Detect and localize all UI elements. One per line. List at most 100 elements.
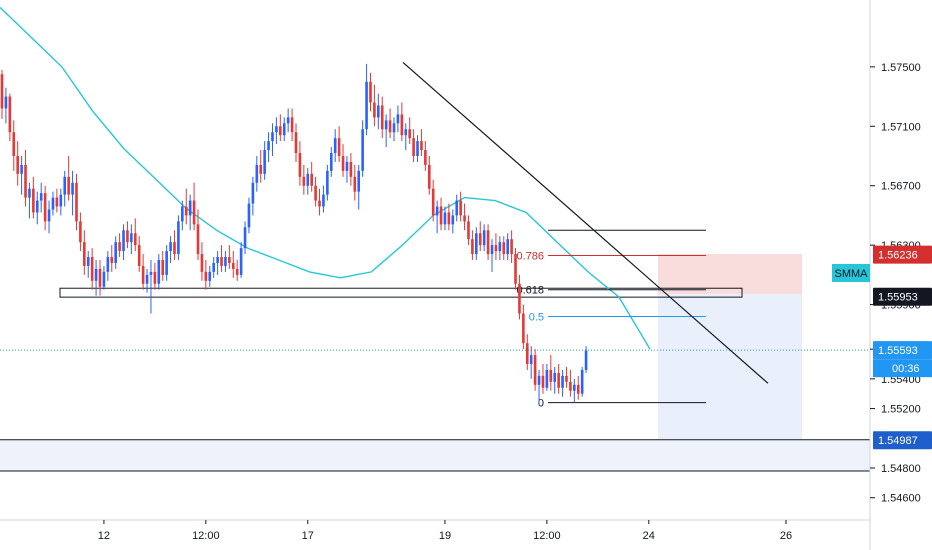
candle-body xyxy=(475,233,478,255)
candle-body xyxy=(0,74,4,109)
price-tag xyxy=(873,341,932,360)
candle-body xyxy=(231,262,235,269)
candle-body xyxy=(55,197,59,207)
price-tag xyxy=(873,245,932,264)
downtrend-line xyxy=(402,61,769,384)
candle-body xyxy=(416,141,419,156)
price-tag-text: 1.55593 xyxy=(878,345,918,357)
candle-body xyxy=(439,206,443,225)
candle-body xyxy=(271,132,274,142)
candle-body xyxy=(79,221,82,243)
candle-body xyxy=(28,188,31,198)
candle-body xyxy=(365,81,368,130)
candle-body xyxy=(400,114,404,136)
candle-body xyxy=(165,251,168,275)
lower-support-zone xyxy=(0,439,870,471)
candle-body xyxy=(373,102,376,118)
x-tick-label: 12 xyxy=(98,530,110,542)
candle-body xyxy=(169,242,172,252)
candle-body xyxy=(584,350,588,370)
candle-body xyxy=(4,96,8,109)
candle-body xyxy=(90,257,94,281)
candle-body xyxy=(447,212,451,225)
candle-body xyxy=(502,242,506,255)
candle-body xyxy=(71,182,74,195)
candle-body xyxy=(118,242,121,252)
x-tick-label: 24 xyxy=(643,530,655,542)
candle-body xyxy=(47,209,51,222)
fib-level-label: 0 xyxy=(538,398,544,410)
y-tick-label: 1.54600 xyxy=(881,493,921,505)
candle-body xyxy=(247,203,251,228)
fib-level-label: 0.786 xyxy=(516,251,544,263)
candle-body xyxy=(228,257,231,263)
candle-body xyxy=(267,141,270,151)
candle-body xyxy=(251,182,255,204)
candle-body xyxy=(24,164,27,198)
candle-body xyxy=(141,265,145,284)
candle-body xyxy=(420,141,423,151)
candle-body xyxy=(83,242,86,266)
candle-body xyxy=(75,182,78,222)
candle-body xyxy=(153,271,157,284)
candle-body xyxy=(518,283,521,314)
candle-body xyxy=(298,153,302,177)
candle-body xyxy=(573,384,576,391)
candle-body xyxy=(192,200,196,225)
candle-body xyxy=(553,372,557,382)
fib-level-label: 0.618 xyxy=(516,285,544,297)
candle-body xyxy=(318,200,321,207)
candle-body xyxy=(220,257,223,266)
price-tag-text: 1.54987 xyxy=(878,435,918,447)
candle-body xyxy=(467,221,470,240)
candle-body xyxy=(43,193,47,222)
candle-body xyxy=(184,206,188,216)
candle-body xyxy=(39,193,43,201)
candle-body xyxy=(361,129,364,171)
candle-body xyxy=(384,120,388,130)
candle-body xyxy=(259,164,263,174)
candle-body xyxy=(341,156,345,171)
candle-body xyxy=(357,170,361,192)
candle-body xyxy=(133,233,137,246)
candle-body xyxy=(161,260,165,275)
candle-body xyxy=(114,242,117,263)
candle-body xyxy=(157,260,161,284)
candle-body xyxy=(337,138,341,156)
x-tick-label: 26 xyxy=(780,530,792,542)
candle-body xyxy=(235,268,239,275)
candle-body xyxy=(196,224,200,255)
candle-body xyxy=(282,123,286,136)
countdown-text: 00:36 xyxy=(892,363,920,375)
candle-body xyxy=(541,375,545,388)
candle-body xyxy=(377,105,380,118)
candle-body xyxy=(494,245,498,252)
candle-body xyxy=(177,221,180,255)
candle-body xyxy=(455,200,459,216)
candle-body xyxy=(427,164,431,189)
candle-body xyxy=(279,126,282,136)
candle-body xyxy=(130,233,133,243)
candle-body xyxy=(12,132,16,156)
candle-body xyxy=(8,96,12,133)
y-tick-label: 1.54800 xyxy=(881,463,921,475)
candle-body xyxy=(412,138,415,156)
candle-body xyxy=(369,81,372,103)
candle-body xyxy=(561,375,564,388)
candle-body xyxy=(545,369,549,388)
candle-body xyxy=(482,230,486,246)
candle-body xyxy=(396,114,400,124)
y-tick-label: 1.56700 xyxy=(881,181,921,193)
x-tick-label: 12:00 xyxy=(192,530,220,542)
smma-indicator-text: SMMA xyxy=(835,268,869,280)
candle-body xyxy=(322,194,325,207)
x-tick-label: 19 xyxy=(439,530,451,542)
candle-body xyxy=(514,254,517,284)
candle-body xyxy=(102,271,106,287)
candle-body xyxy=(59,194,63,207)
candle-body xyxy=(263,150,266,174)
candle-body xyxy=(549,369,553,382)
candle-body xyxy=(149,271,153,275)
candle-body xyxy=(565,375,568,382)
